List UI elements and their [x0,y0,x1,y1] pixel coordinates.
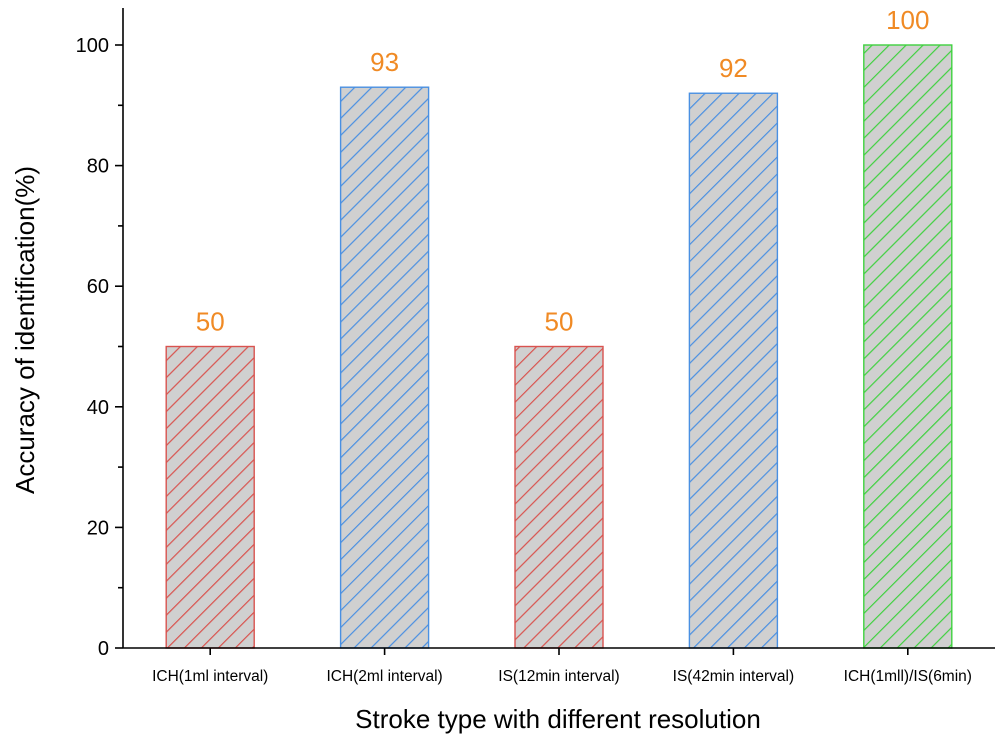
bar-value-label-5: 100 [886,5,929,35]
bar-5 [863,44,953,649]
bar-4 [688,92,779,649]
x-tick-label-4: IS(42min interval) [673,668,794,685]
x-tick-label-5: ICH(1mll)/IS(6min) [844,668,972,685]
bar-value-label-3: 50 [545,307,574,337]
bars-layer [165,44,953,649]
y-tick-label-80: 80 [87,156,109,178]
bar-2 [339,86,430,649]
y-tick-label-0: 0 [98,638,109,660]
bar-3 [514,345,604,649]
y-tick-label-20: 20 [87,517,109,539]
x-axis-title: Stroke type with different resolution [355,704,761,734]
y-axis-title: Accuracy of identification(%) [10,166,40,494]
bar-value-label-4: 92 [719,53,748,83]
bar-value-labels: 50 93 50 92 100 [196,5,930,337]
y-tick-label-60: 60 [87,276,109,298]
bar-1 [165,345,255,649]
y-axis-ticks: 0 20 40 60 80 100 [76,35,123,660]
bar-value-label-2: 93 [370,47,399,77]
bar-value-label-1: 50 [196,307,225,337]
x-tick-label-2: ICH(2ml interval) [326,668,442,685]
x-tick-label-3: IS(12min interval) [498,668,619,685]
y-tick-label-40: 40 [87,397,109,419]
y-tick-label-100: 100 [76,35,109,57]
x-axis-ticks: ICH(1ml interval) ICH(2ml interval) IS(12m… [152,648,972,685]
x-tick-label-1: ICH(1ml interval) [152,668,268,685]
